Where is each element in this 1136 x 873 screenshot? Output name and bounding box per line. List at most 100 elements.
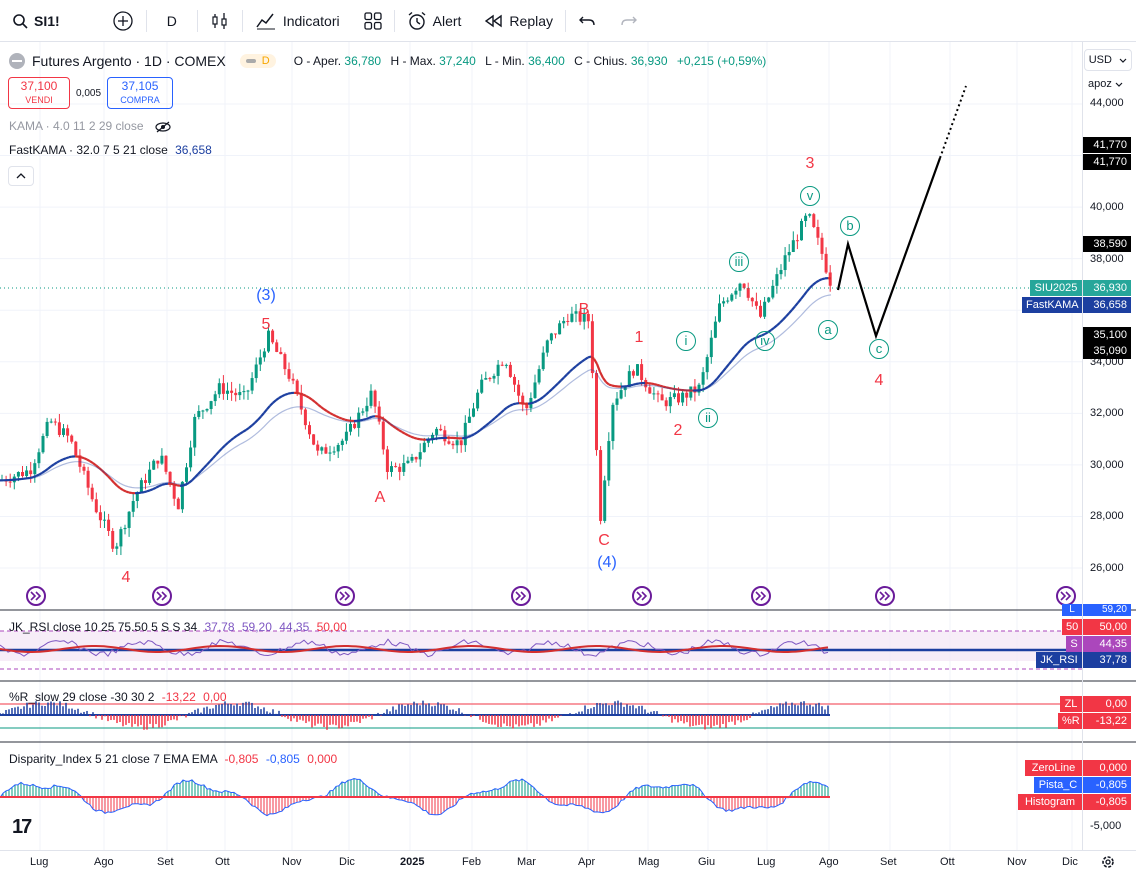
candle [37,448,41,469]
disparity-pane [0,741,1136,817]
candle [53,418,57,426]
kama-segment [713,378,718,383]
candle [62,424,65,438]
kama-segment [803,290,808,296]
candle [193,413,197,456]
kama-segment [329,412,334,416]
candle [398,463,402,481]
price-tick: 44,000 [1090,97,1124,109]
kama-segment [821,277,826,281]
currency-selector[interactable]: USD [1084,49,1132,71]
rsi-s-value: 44,35 [1083,636,1131,652]
ohlc-values: O - Aper. 36,780 H - Max. 37,240 L - Min… [294,54,773,68]
disp-line [0,777,829,817]
kama-segment [317,403,322,408]
kama-line [0,277,832,495]
candle [488,376,492,382]
rsi-legend[interactable]: JK_RSI close 10 25 75.50 5 S S 34 37,78 … [9,620,347,634]
kama-segment [122,489,127,493]
chart-canvas[interactable] [0,42,1136,873]
market-status-badge[interactable]: D [239,54,276,68]
tradingview-logo[interactable]: 17 [12,816,32,838]
kama-segment [626,384,631,388]
fastkama-legend[interactable]: FastKAMA · 32.0 7 5 21 close 36,658 [9,143,212,157]
event-marker[interactable] [335,586,355,606]
candle [718,294,721,323]
alarm-clock-icon [408,11,426,30]
symbol-search[interactable]: SI1! [0,0,72,41]
kama-segment [497,411,502,417]
williams-r-legend[interactable]: %R_slow 29 close -30 30 2 -13,22 0,00 [9,690,227,704]
price-axis[interactable] [1082,42,1136,850]
low-value: 36,400 [528,54,565,68]
kama-segment [365,416,370,421]
gear-icon[interactable] [1100,854,1116,870]
kama-segment [38,471,43,476]
kama-segment [269,401,274,407]
event-marker[interactable] [751,586,771,606]
candle [439,424,443,432]
eye-off-icon[interactable] [155,121,171,133]
candle [205,408,209,413]
redo-button[interactable] [608,0,650,41]
kama-legend[interactable]: KAMA · 4.0 11 2 29 close [9,119,171,133]
wave-label-2: 2 [673,422,683,439]
event-marker[interactable] [1056,586,1076,606]
interval-button[interactable]: D [147,0,197,41]
kama-segment [413,436,418,440]
candle [492,373,496,384]
compare-button[interactable] [72,0,146,41]
event-marker[interactable] [26,586,46,606]
indicators-button[interactable]: Indicatori [243,0,352,41]
candle [414,456,418,463]
kama-segment [746,340,751,345]
event-marker[interactable] [875,586,895,606]
status-dot [245,59,256,63]
time-tick: Set [880,856,897,868]
disp-pista-value: -0,805 [1083,777,1131,793]
candle [353,422,357,430]
open-key: O - Aper. [293,54,342,68]
kama-segment [557,379,562,385]
wr-r-value: -13,22 [1083,713,1131,729]
kama-segment [605,381,610,386]
candle [127,510,131,537]
time-axis[interactable]: Lug Ago Set Ott Nov Dic 2025 Feb Mar Apr Mag Giu Lug… [0,850,1136,873]
kama-segment [464,436,469,440]
elliott-projection-dotted [939,85,967,159]
candle [800,218,803,241]
sell-button[interactable]: 37,100 VENDI [8,77,70,109]
disparity-legend[interactable]: Disparity_Index 5 21 close 7 EMA EMA -0,… [9,752,337,766]
time-tick: Dic [1062,856,1078,868]
kama-segment [575,362,580,368]
candle [824,247,828,274]
wave-label-3-blue: (3) [256,287,276,304]
candle [115,542,119,555]
kama-segment [398,429,403,433]
candle [574,304,578,323]
candle [779,264,783,280]
collapse-legend-button[interactable] [8,166,34,186]
event-marker[interactable] [632,586,652,606]
candle [672,385,676,400]
candle [636,363,639,376]
event-marker[interactable] [511,586,531,606]
scale-mode-selector[interactable]: apoz [1088,78,1123,90]
kama-segment [662,385,667,389]
kama-segment [215,450,220,456]
chart-type-button[interactable] [198,0,242,41]
candle [775,267,779,294]
undo-button[interactable] [566,0,608,41]
replay-button[interactable]: Replay [473,0,565,41]
price-label-high1: 41,770 [1083,137,1131,153]
kama-segment [491,417,496,422]
event-marker[interactable] [152,586,172,606]
layouts-button[interactable] [352,0,394,41]
alert-button[interactable]: Alert [395,0,474,41]
buy-button[interactable]: 37,105 COMPRA [107,77,174,109]
symbol-label: SI1! [34,12,60,29]
kama-segment [341,417,346,421]
candle [619,382,623,400]
candle [258,349,262,372]
candle [545,339,549,357]
